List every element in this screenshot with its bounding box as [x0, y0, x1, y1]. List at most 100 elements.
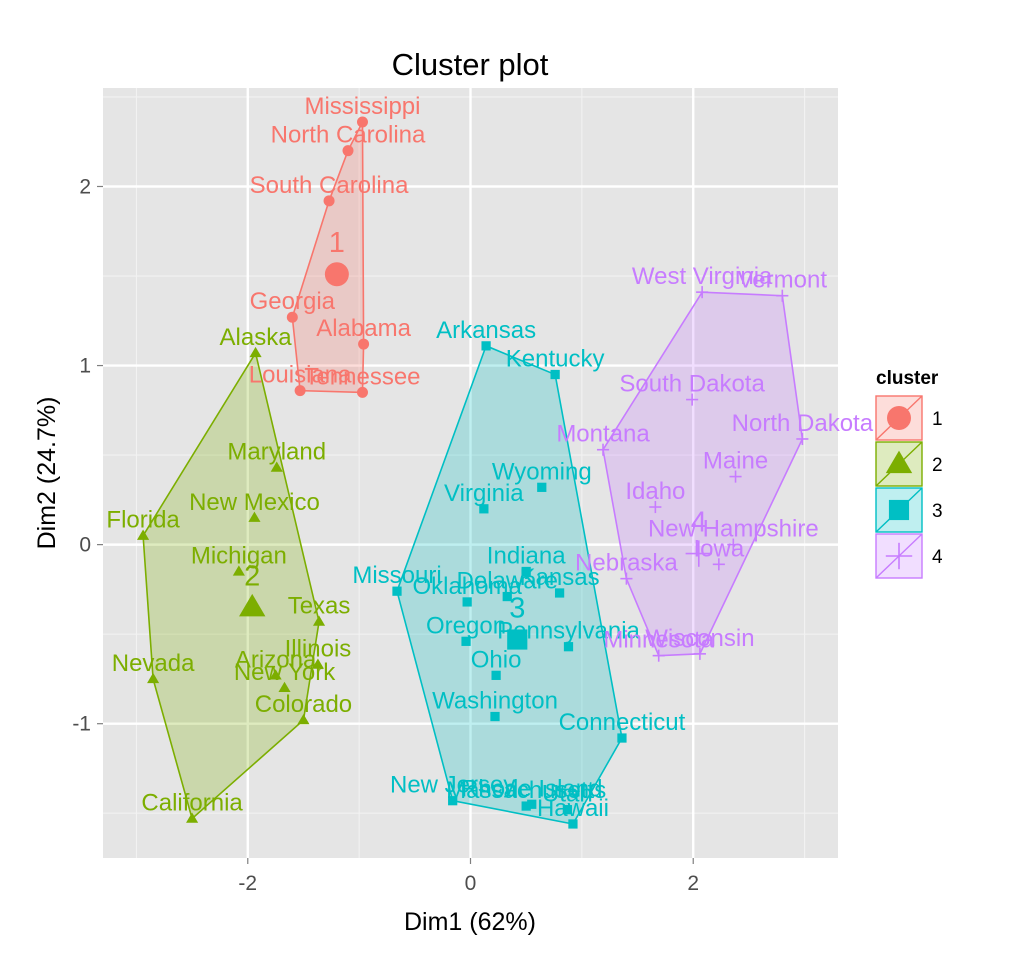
- y-axis-title: Dim2 (24.7%): [33, 397, 61, 550]
- point-label: Iowa: [693, 535, 744, 562]
- point-label: Indiana: [487, 542, 566, 569]
- x-tick-label: 0: [465, 872, 477, 895]
- data-point: [186, 812, 199, 823]
- y-tick-label: 0: [79, 534, 91, 557]
- cluster-center-label: 2: [244, 560, 260, 592]
- data-point: [137, 529, 150, 540]
- point-label: Missouri: [352, 562, 441, 589]
- data-point: [479, 504, 489, 514]
- point-label: Arkansas: [436, 317, 536, 344]
- data-point: [232, 565, 245, 576]
- data-point: [392, 586, 402, 596]
- point-label: Arizona: [235, 646, 317, 673]
- data-point: [693, 647, 706, 660]
- data-point: [342, 145, 354, 157]
- data-point: [462, 597, 472, 607]
- point-label: New Jersey: [390, 772, 515, 799]
- x-tick-label: 2: [687, 872, 699, 895]
- legend-symbol-1: [887, 406, 911, 430]
- legend-symbol-3: [888, 499, 910, 521]
- x-tick-label: -2: [238, 872, 257, 895]
- data-point: [491, 670, 501, 680]
- data-point: [562, 805, 573, 815]
- point-label: Maine: [703, 448, 768, 475]
- cluster-center-1: [324, 262, 349, 287]
- legend: cluster 1 2 3 4: [875, 368, 943, 579]
- data-point: [323, 195, 335, 207]
- point-label: Tennessee: [304, 363, 420, 390]
- data-point: [554, 588, 565, 598]
- data-point: [358, 338, 370, 350]
- point-label: Oregon: [426, 612, 506, 639]
- point-label: Alaska: [220, 324, 293, 351]
- data-point: [596, 443, 610, 456]
- data-point: [481, 341, 491, 351]
- data-point: [248, 511, 261, 522]
- point-label: Wyoming: [492, 458, 592, 485]
- data-point: [527, 799, 537, 809]
- data-point: [521, 566, 531, 577]
- legend-title: cluster: [876, 368, 939, 389]
- data-point: [620, 572, 633, 585]
- legend-symbol-4: [885, 542, 913, 570]
- point-label: Ohio: [471, 646, 522, 673]
- point-label: South Carolina: [250, 172, 409, 199]
- point-label: New Mexico: [189, 489, 320, 516]
- y-tick-label: 2: [79, 175, 91, 198]
- data-point: [796, 432, 809, 446]
- cluster-hull-1: [291, 121, 365, 394]
- data-point: [686, 393, 699, 406]
- data-point: [776, 289, 789, 302]
- data-point: [147, 672, 160, 684]
- point-label: Montana: [556, 421, 650, 448]
- data-point: [294, 385, 306, 397]
- point-label: Illinois: [285, 636, 352, 663]
- legend-symbol-2: [885, 450, 913, 474]
- legend-label: 1: [932, 409, 943, 430]
- point-label: Texas: [288, 593, 351, 620]
- data-point: [356, 116, 368, 128]
- point-label: Nebraska: [575, 550, 678, 577]
- y-tick-label: -1: [72, 713, 91, 736]
- data-point: [521, 801, 531, 811]
- point-label: Vermont: [738, 267, 828, 294]
- data-point: [311, 658, 324, 669]
- data-point: [461, 636, 471, 646]
- point-label: California: [141, 790, 243, 817]
- point-label: Minnesota: [603, 627, 714, 654]
- data-point: [568, 819, 578, 829]
- x-axis-title: Dim1 (62%): [404, 908, 536, 936]
- legend-label: 4: [932, 547, 943, 568]
- point-label: Kansas: [520, 564, 600, 591]
- point-label: Virginia: [444, 480, 524, 507]
- cluster-center-label: 3: [509, 593, 525, 625]
- point-label: Michigan: [191, 542, 287, 569]
- data-point: [727, 538, 740, 551]
- point-label: New York: [234, 659, 336, 686]
- point-label: New Hampshire: [648, 516, 819, 543]
- y-tick-label: 1: [79, 355, 91, 378]
- data-point: [712, 558, 725, 571]
- data-point: [537, 482, 547, 492]
- point-label: Idaho: [625, 478, 685, 505]
- point-label: Utah: [542, 781, 593, 808]
- plot-title: Cluster plot: [392, 47, 549, 82]
- data-point: [286, 311, 298, 323]
- cluster-center-4: [685, 540, 712, 567]
- data-point: [278, 681, 291, 693]
- grid-lines: [103, 88, 838, 858]
- point-label: Alabama: [316, 315, 411, 342]
- cluster-center-label: 4: [691, 507, 707, 539]
- data-point: [502, 591, 512, 602]
- point-label: Washington: [432, 688, 558, 715]
- legend-label: 2: [932, 455, 943, 476]
- legend-label: 3: [932, 501, 943, 522]
- data-point: [356, 386, 368, 398]
- data-point: [448, 796, 458, 806]
- data-points: [137, 116, 809, 829]
- point-label: Florida: [106, 507, 180, 534]
- axes: -2 0 2 -1 0 1 2: [72, 175, 699, 895]
- data-point: [269, 669, 282, 680]
- data-point: [696, 286, 709, 299]
